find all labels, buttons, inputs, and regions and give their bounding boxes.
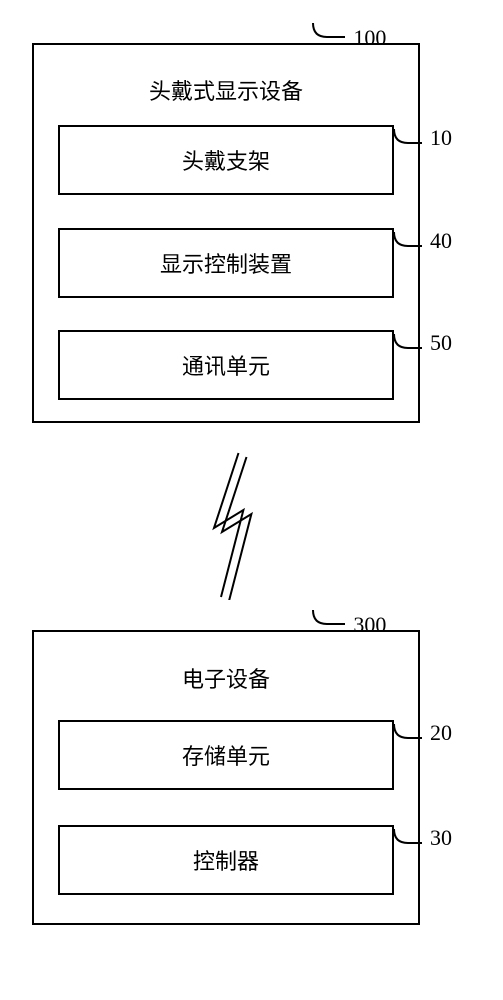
block-comm-unit: 通讯单元 [58,330,394,400]
leader-hook-bottom-0 [392,722,426,742]
leader-hook-top-group [311,21,349,47]
block-controller: 控制器 [58,825,394,895]
block-controller-label: 控制器 [193,844,259,876]
wireless-icon [200,450,270,600]
ref-label-bottom-0: 20 [430,720,452,746]
block-head-bracket-label: 头戴支架 [182,144,270,176]
ref-label-top-0: 10 [430,125,452,151]
leader-hook-top-0 [392,127,426,147]
leader-hook-top-2 [392,332,426,352]
block-comm-unit-label: 通讯单元 [182,349,270,381]
diagram-canvas: 头戴式显示设备 头戴支架 显示控制装置 通讯单元 电子设备 存储单元 控制器 1… [0,0,503,1000]
bottom-group-title: 电子设备 [34,662,418,694]
block-storage-unit-label: 存储单元 [182,739,270,771]
top-group-title: 头戴式显示设备 [34,74,418,106]
leader-hook-top-1 [392,230,426,250]
ref-label-top-2: 50 [430,330,452,356]
leader-hook-bottom-1 [392,827,426,847]
block-display-control: 显示控制装置 [58,228,394,298]
block-head-bracket: 头戴支架 [58,125,394,195]
ref-label-bottom-group: 300 [353,612,386,638]
ref-label-bottom-1: 30 [430,825,452,851]
block-display-control-label: 显示控制装置 [160,247,292,279]
ref-label-top-1: 40 [430,228,452,254]
leader-hook-bottom-group [311,608,349,634]
ref-label-top-group: 100 [353,25,386,51]
block-storage-unit: 存储单元 [58,720,394,790]
